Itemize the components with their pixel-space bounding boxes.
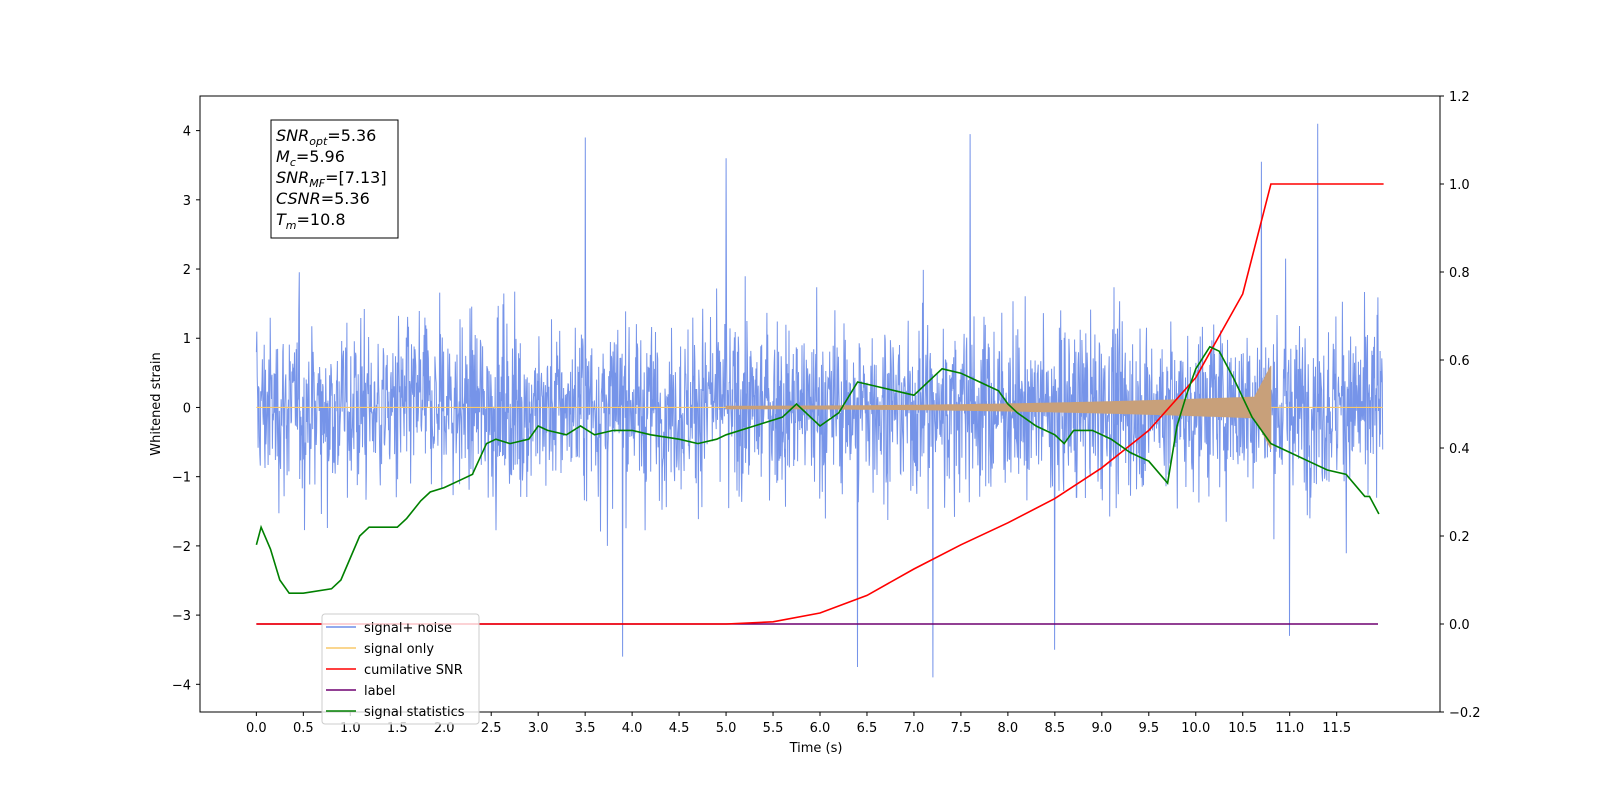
x-tick-label: 4.0 — [622, 721, 643, 736]
y2-tick-label: 0.0 — [1449, 618, 1470, 633]
y2-tick-label: −0.2 — [1449, 706, 1481, 721]
x-tick-label: 6.0 — [810, 721, 831, 736]
x-tick-label: 9.0 — [1091, 721, 1112, 736]
x-tick-label: 4.5 — [669, 721, 690, 736]
stats-line: CSNR=5.36 — [276, 189, 370, 208]
x-tick-label: 6.5 — [857, 721, 878, 736]
y2-tick-label: 0.4 — [1449, 442, 1470, 457]
x-axis: 0.0 0.5 1.0 1.5 2.0 2.5 3.0 3.5 4.0 4.5 5.0 5.5 6.0 6… — [246, 712, 1351, 736]
stats-line: SNRopt=5.36 — [276, 126, 376, 148]
y-tick-label: 3 — [183, 194, 191, 209]
x-tick-label: 1.5 — [387, 721, 408, 736]
stats-line: Mc=5.96 — [276, 147, 345, 169]
x-tick-label: 2.5 — [481, 721, 502, 736]
series-signal-statistics — [255, 345, 1380, 594]
y2-tick-label: 0.8 — [1449, 266, 1470, 281]
legend-label: label — [364, 684, 395, 699]
y2-tick-label: 0.6 — [1449, 354, 1470, 369]
x-tick-label: 2.0 — [434, 721, 455, 736]
x-tick-label: 8.5 — [1045, 721, 1066, 736]
y-tick-label: 2 — [183, 263, 191, 278]
stats-box-frame — [270, 119, 399, 239]
y-axis-label: Whitened strain — [149, 352, 164, 455]
y-tick-label: 1 — [183, 332, 191, 347]
x-tick-label: 11.0 — [1275, 721, 1304, 736]
stats-line: Tm=10.8 — [276, 210, 346, 232]
y-tick-label: 0 — [183, 401, 191, 416]
legend-label: signal statistics — [364, 705, 465, 720]
stats-line: SNRMF=[7.13] — [276, 168, 387, 190]
y-tick-label: −4 — [172, 678, 191, 693]
series-signal-only — [725, 365, 1272, 450]
legend-label: cumilative SNR — [364, 663, 463, 678]
y-axis-left: 4 3 2 1 0 −1 −2 −3 −4 — [172, 125, 200, 693]
y-tick-label: 4 — [183, 125, 191, 140]
y2-tick-label: 1.0 — [1449, 178, 1470, 193]
y-axis-right: 1.2 1.0 0.8 0.6 0.4 0.2 0.0 −0.2 — [1440, 90, 1481, 721]
x-tick-label: 0.0 — [246, 721, 267, 736]
series-signal-noise — [255, 123, 1384, 678]
y-tick-label: −3 — [172, 609, 191, 624]
legend-label: signal only — [364, 642, 434, 657]
y2-tick-label: 1.2 — [1449, 90, 1470, 105]
x-tick-label: 7.5 — [951, 721, 972, 736]
x-tick-label: 7.0 — [904, 721, 925, 736]
series-cumulative-snr — [256, 183, 1384, 625]
legend-frame — [321, 613, 480, 725]
x-tick-label: 1.0 — [340, 721, 361, 736]
x-tick-label: 3.5 — [575, 721, 596, 736]
legend: signal+ noise signal only cumilative SNR la… — [321, 613, 480, 725]
x-tick-label: 3.0 — [528, 721, 549, 736]
y-tick-label: −1 — [172, 471, 191, 486]
plot-area — [255, 123, 1384, 678]
x-tick-label: 10.5 — [1228, 721, 1257, 736]
legend-label: signal+ noise — [364, 621, 452, 636]
y2-tick-label: 0.2 — [1449, 530, 1470, 545]
x-tick-label: 5.5 — [763, 721, 784, 736]
x-tick-label: 8.0 — [998, 721, 1019, 736]
x-axis-label: Time (s) — [789, 741, 843, 756]
x-tick-label: 5.0 — [716, 721, 737, 736]
y-tick-label: −2 — [172, 540, 191, 555]
x-tick-label: 0.5 — [293, 721, 314, 736]
x-tick-label: 11.5 — [1322, 721, 1351, 736]
x-tick-label: 9.5 — [1138, 721, 1159, 736]
x-tick-label: 10.0 — [1181, 721, 1210, 736]
